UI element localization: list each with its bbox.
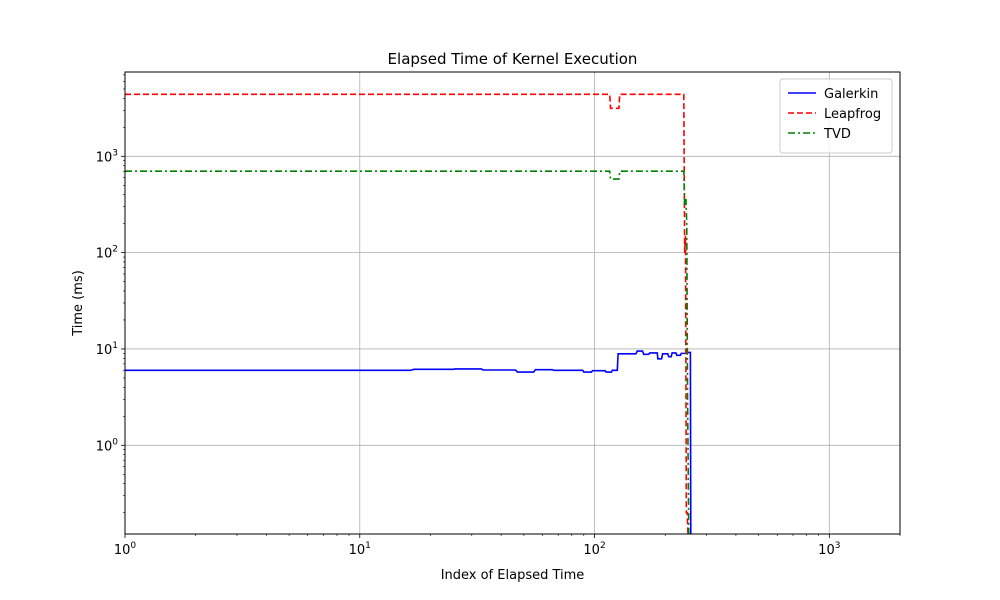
y-tick-base: 10	[96, 439, 113, 454]
x-tick-base: 10	[349, 543, 366, 558]
series-line-tvd	[125, 170, 690, 535]
x-tick-exponent: 1	[365, 541, 371, 551]
x-tick-label: 103	[818, 541, 840, 558]
y-tick-exponent: 0	[112, 437, 118, 447]
y-tick-base: 10	[96, 247, 113, 262]
x-tick-exponent: 3	[835, 541, 841, 551]
x-tick-label: 101	[349, 541, 371, 558]
legend-label-leapfrog: Leapfrog	[824, 107, 881, 122]
x-tick-exponent: 2	[600, 541, 606, 551]
y-tick-label: 101	[96, 341, 118, 358]
y-tick-label: 100	[96, 437, 119, 454]
x-tick-label: 100	[114, 541, 137, 558]
y-tick-label: 102	[96, 245, 118, 262]
x-tick-base: 10	[583, 543, 600, 558]
y-axis-label: Time (ms)	[71, 270, 86, 337]
legend-label-galerkin: Galerkin	[824, 87, 878, 102]
x-tick-base: 10	[114, 543, 131, 558]
legend-label-tvd: TVD	[823, 127, 851, 142]
series-line-galerkin	[125, 350, 692, 535]
x-axis-ticks: 100 101 102 103	[114, 534, 901, 558]
series-group	[125, 93, 692, 535]
y-tick-base: 10	[96, 150, 113, 165]
x-tick-label: 102	[583, 541, 605, 558]
x-axis-label: Index of Elapsed Time	[441, 568, 585, 583]
y-tick-exponent: 1	[112, 341, 118, 351]
y-tick-base: 10	[96, 343, 113, 358]
x-tick-exponent: 0	[130, 541, 136, 551]
chart-title: Elapsed Time of Kernel Execution	[388, 50, 638, 68]
y-tick-label: 103	[96, 148, 118, 165]
x-tick-base: 10	[818, 543, 835, 558]
series-line-leapfrog	[125, 93, 689, 535]
y-tick-exponent: 3	[112, 148, 118, 158]
y-tick-exponent: 2	[112, 245, 118, 255]
legend-frame	[779, 78, 893, 154]
legend: Galerkin Leapfrog TVD	[779, 78, 893, 154]
